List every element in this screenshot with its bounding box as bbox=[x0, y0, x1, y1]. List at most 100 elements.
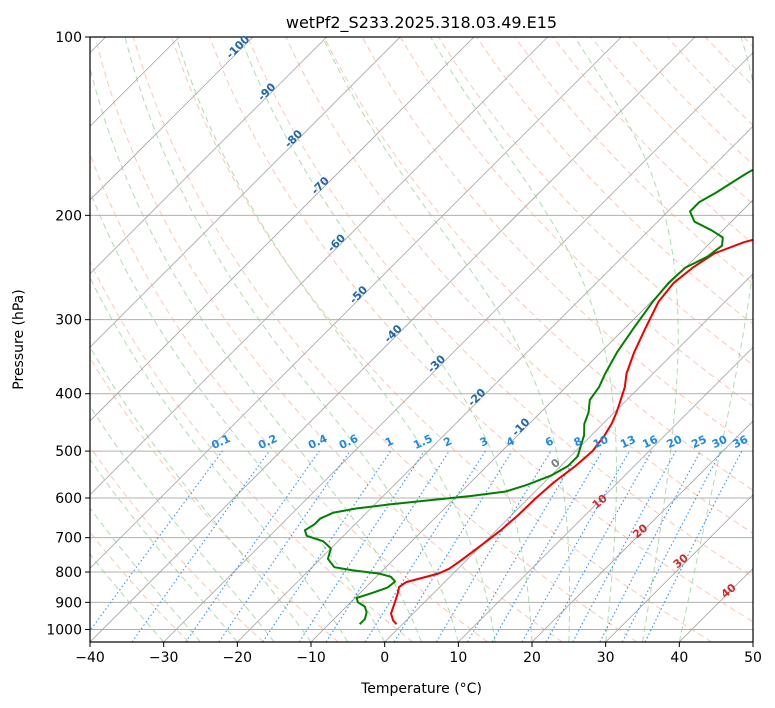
moist-adiabat-line bbox=[90, 189, 386, 642]
y-axis-label: Pressure (hPa) bbox=[11, 289, 27, 389]
thetae-label: 10 bbox=[590, 492, 610, 512]
moist-adiabat-line bbox=[90, 553, 165, 642]
thetae-label: 0 bbox=[548, 456, 562, 471]
mixing-ratio-label: 0.1 bbox=[209, 432, 232, 452]
isotherm-line bbox=[90, 37, 327, 275]
isotherm-line bbox=[384, 273, 753, 642]
dry-adiabat-line bbox=[171, 37, 712, 642]
mixing-ratio-label: 3 bbox=[478, 434, 490, 449]
isotherm-line bbox=[458, 346, 753, 642]
mixing-ratio-line bbox=[467, 450, 580, 642]
mixing-ratio-label: 1 bbox=[383, 434, 395, 449]
dry-adiabat-line bbox=[90, 446, 264, 642]
x-tick-label: −10 bbox=[296, 650, 326, 666]
moist-adiabat-line bbox=[175, 37, 496, 642]
mixing-ratio-line bbox=[262, 450, 392, 642]
isotherm-line bbox=[752, 641, 753, 642]
mixing-ratio-label: 13 bbox=[618, 433, 637, 451]
y-tick-label: 800 bbox=[55, 565, 82, 581]
x-tick-label: 20 bbox=[523, 650, 541, 666]
y-tick-label: 200 bbox=[55, 208, 82, 224]
x-tick-label: −20 bbox=[223, 650, 253, 666]
plot-frame bbox=[89, 36, 754, 643]
x-axis-label: Temperature (°C) bbox=[360, 681, 482, 697]
isotherm-line bbox=[310, 199, 753, 642]
mixing-ratio-line bbox=[131, 450, 270, 642]
mixing-ratio-label: 10 bbox=[591, 433, 611, 451]
isotherm-label: -80 bbox=[282, 127, 305, 150]
isotherm-line bbox=[90, 37, 254, 201]
dry-adiabat-line bbox=[247, 37, 753, 578]
x-tick-label: 50 bbox=[744, 650, 762, 666]
dry-adiabat-line bbox=[323, 37, 753, 491]
x-tick-label: −40 bbox=[75, 650, 105, 666]
axes: −40 −30 −20 −10 0 10 20 30 40 5010009008007006005… bbox=[46, 30, 762, 666]
mixing-ratio-label: 25 bbox=[689, 433, 708, 451]
isotherm-label: -70 bbox=[309, 174, 332, 197]
dry-adiabat-line bbox=[209, 37, 753, 623]
dry-adiabat-line bbox=[90, 356, 339, 642]
isotherm-line bbox=[531, 420, 753, 642]
mixing-ratio-line bbox=[599, 450, 701, 642]
isotherm-label: -10 bbox=[509, 415, 532, 438]
isotherm-line bbox=[679, 567, 753, 642]
moist-adiabat-line bbox=[90, 458, 238, 642]
moist-adiabat-line bbox=[430, 37, 617, 642]
chart-title: wetPf2_S233.2025.318.03.49.E15 bbox=[286, 13, 557, 33]
mixing-ratio-line bbox=[90, 450, 223, 632]
y-tick-label: 1000 bbox=[46, 622, 82, 638]
dry-adiabat-line bbox=[552, 37, 753, 245]
mixing-ratio-label: 0.2 bbox=[256, 432, 279, 452]
moist-adiabat-line bbox=[90, 507, 201, 642]
isotherm-line bbox=[90, 37, 622, 569]
moist-adiabat-line bbox=[124, 37, 459, 642]
y-tick-label: 900 bbox=[55, 595, 82, 611]
dry-adiabat-line bbox=[476, 37, 753, 325]
mixing-ratio-label: 16 bbox=[640, 433, 660, 451]
thetae-label: 30 bbox=[671, 551, 691, 571]
moist-adiabat-line bbox=[239, 37, 533, 642]
moist-adiabat-line bbox=[322, 37, 571, 642]
mixing-ratio-label: 2 bbox=[442, 434, 454, 449]
isotherm-line bbox=[90, 37, 401, 348]
moist-adiabat-line bbox=[90, 65, 422, 642]
moist-adiabat-line bbox=[678, 37, 753, 642]
mixing-ratio-line bbox=[644, 450, 743, 642]
x-tick-label: 30 bbox=[597, 650, 615, 666]
x-tick-label: 0 bbox=[380, 650, 389, 666]
mixing-ratio-line bbox=[545, 450, 653, 642]
dry-adiabat-line bbox=[285, 37, 753, 535]
dry-adiabat-line bbox=[94, 37, 563, 642]
dry-adiabat-line bbox=[743, 37, 753, 48]
dewpoint-profile-line bbox=[303, 168, 753, 625]
dry-adiabat-line bbox=[704, 37, 753, 87]
temperature-profile-line bbox=[390, 238, 753, 625]
y-tick-label: 500 bbox=[55, 444, 82, 460]
mixing-ratio-line bbox=[185, 450, 320, 642]
dry-adiabat-line bbox=[90, 152, 488, 642]
mixing-ratio-line bbox=[298, 450, 425, 642]
isotherm-line bbox=[605, 494, 753, 642]
thetae-label: 20 bbox=[630, 521, 650, 541]
plot-area bbox=[90, 37, 753, 642]
isotherm-label: -40 bbox=[382, 322, 405, 345]
mixing-ratio-line bbox=[218, 450, 351, 642]
dry-adiabat-line bbox=[666, 37, 753, 126]
moist-adiabat-line bbox=[90, 405, 275, 642]
isotherm-line bbox=[90, 37, 475, 422]
isotherm-label: -20 bbox=[465, 386, 488, 409]
isotherm-line bbox=[237, 125, 753, 642]
x-tick-label: −30 bbox=[149, 650, 179, 666]
mixing-ratio-line bbox=[364, 450, 486, 642]
y-tick-label: 600 bbox=[55, 491, 82, 507]
dry-adiabat-line bbox=[90, 260, 414, 642]
mixing-ratio-label: 20 bbox=[665, 433, 685, 451]
isotherm-line bbox=[90, 37, 548, 496]
dry-adiabat-line bbox=[90, 531, 190, 642]
isotherm-label: -60 bbox=[325, 231, 348, 254]
mixing-ratio-label: 0.4 bbox=[306, 432, 329, 452]
mixing-ratio-line bbox=[435, 450, 552, 642]
moist-adiabat-line bbox=[90, 345, 312, 642]
mixing-ratio-line bbox=[325, 450, 450, 642]
moist-adiabat-line bbox=[90, 276, 349, 642]
